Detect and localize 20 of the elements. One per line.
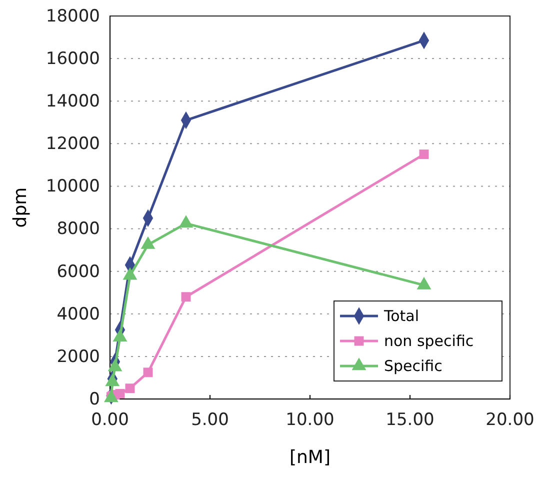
y-tick-label: 8000 xyxy=(56,219,100,240)
y-tick-label: 4000 xyxy=(56,304,100,324)
y-tick-label: 16000 xyxy=(46,48,100,69)
x-tick-label: 10.00 xyxy=(286,410,334,430)
legend-label: non specific xyxy=(384,332,474,350)
y-tick-label: 12000 xyxy=(46,134,100,154)
x-tick-label: 0.00 xyxy=(91,410,129,430)
y-tick-label: 6000 xyxy=(56,262,100,282)
x-axis-title: [nM] xyxy=(290,447,330,468)
y-tick-label: 18000 xyxy=(46,6,100,26)
x-tick-label: 15.00 xyxy=(386,410,434,430)
x-tick-label: 20.00 xyxy=(486,410,534,430)
legend-label: Specific xyxy=(384,357,442,375)
y-tick-label: 2000 xyxy=(56,346,100,367)
y-tick-label: 10000 xyxy=(46,176,100,197)
legend-label: Total xyxy=(383,307,420,325)
y-tick-label: 14000 xyxy=(46,92,100,112)
y-tick-label: 0 xyxy=(89,389,100,410)
y-axis-title: dpm xyxy=(10,187,31,228)
x-tick-label: 5.00 xyxy=(191,410,229,430)
